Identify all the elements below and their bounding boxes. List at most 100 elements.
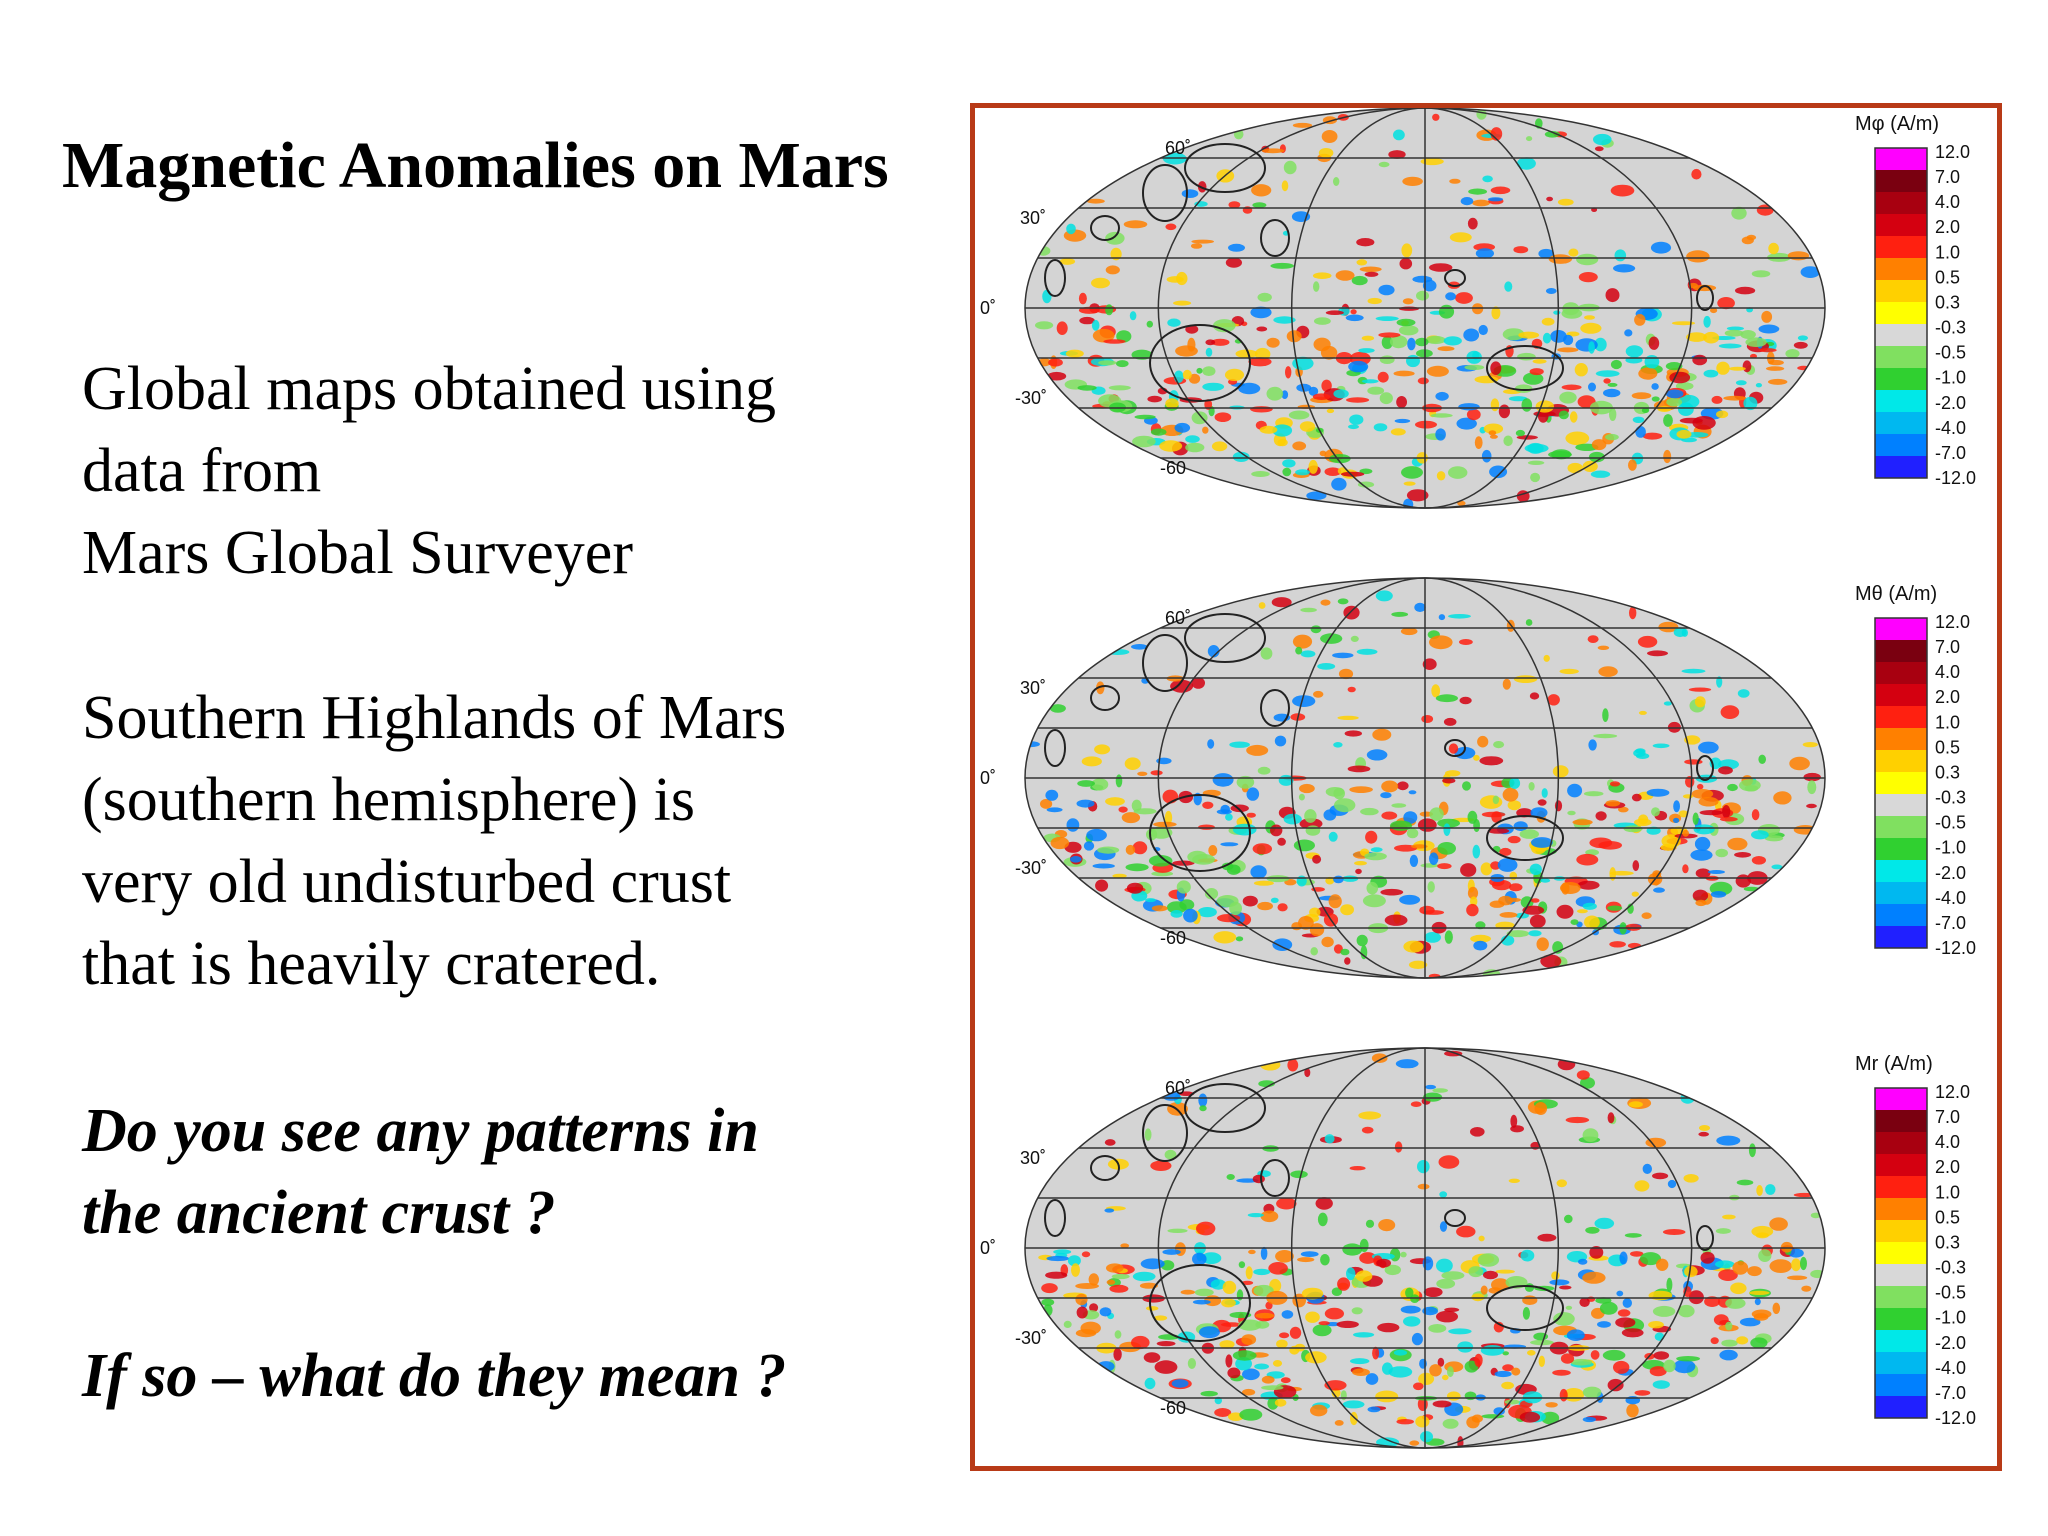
colorbar-tick-label: 2.0	[1935, 217, 1960, 237]
latitude-label: 30˚	[1020, 678, 1046, 698]
colorbar-swatch	[1875, 214, 1927, 237]
colorbar-swatch	[1875, 882, 1927, 905]
colorbar-tick-label: -2.0	[1935, 1333, 1966, 1353]
latitude-label: -30˚	[1015, 1328, 1047, 1348]
latitude-label: -30˚	[1015, 858, 1047, 878]
colorbar-tick-label: 4.0	[1935, 662, 1960, 682]
colorbar-tick-label: 1.0	[1935, 712, 1960, 732]
colorbar-tick-label: 4.0	[1935, 1132, 1960, 1152]
colorbar-swatch	[1875, 662, 1927, 685]
question-line: If so – what do they mean ?	[82, 1342, 787, 1410]
question-line: Do you see any patterns in	[82, 1097, 759, 1165]
colorbar-swatch	[1875, 860, 1927, 883]
colorbar-swatch	[1875, 1396, 1927, 1419]
intro-paragraph: Global maps obtained using data from Mar…	[82, 348, 776, 594]
highlands-line: Southern Highlands of Mars	[82, 684, 787, 752]
colorbar-tick-label: 1.0	[1935, 1182, 1960, 1202]
colorbar-tick-label: 7.0	[1935, 637, 1960, 657]
colorbar-tick-label: -1.0	[1935, 838, 1966, 858]
latitude-label: 0˚	[980, 298, 996, 318]
mars-map-3: 60˚ 30˚ 0˚ -30˚ -60 Mr (A/m)12.0 7.0 4.0 2.0 1.0 0…	[980, 1047, 1976, 1449]
colorbar-tick-label: 4.0	[1935, 192, 1960, 212]
map-graticule	[1024, 1047, 1826, 1449]
colorbar-swatch	[1875, 1264, 1927, 1287]
colorbar-swatch	[1875, 1286, 1927, 1309]
colorbar-swatch	[1875, 390, 1927, 413]
highlands-line: that is heavily cratered.	[82, 930, 661, 998]
colorbar-tick-label: 1.0	[1935, 242, 1960, 262]
colorbar-swatch	[1875, 816, 1927, 839]
colorbar-swatch	[1875, 170, 1927, 193]
colorbar-tick-label: -1.0	[1935, 368, 1966, 388]
colorbar-swatch	[1875, 456, 1927, 479]
intro-line: data from	[82, 437, 322, 505]
colorbar-swatch	[1875, 684, 1927, 707]
colorbar-tick-label: 0.5	[1935, 737, 1960, 757]
latitude-label: 60˚	[1165, 608, 1191, 628]
colorbar-swatch	[1875, 1308, 1927, 1331]
highlands-line: (southern hemisphere) is	[82, 766, 695, 834]
colorbar-swatch	[1875, 1088, 1927, 1111]
colorbar-swatch	[1875, 148, 1927, 171]
mars-maps-svg: 60˚ 30˚ 0˚ -30˚ -60 Mφ (A/m) 12.0 7.0 4.0 2.0 1.0 0…	[980, 108, 1976, 1449]
colorbar-tick-label: -7.0	[1935, 913, 1966, 933]
mars-map-1: 60˚ 30˚ 0˚ -30˚ -60 Mφ (A/m) 12.0 7.0 4.0 2.0 1.0 0…	[980, 108, 1976, 509]
patterns-question: Do you see any patterns in the ancient c…	[82, 1090, 759, 1254]
colorbar-swatch	[1875, 838, 1927, 861]
colorbar-swatch	[1875, 1242, 1927, 1265]
colorbar-title: Mφ (A/m)	[1855, 113, 1939, 135]
latitude-label: 60˚	[1165, 1078, 1191, 1098]
colorbar-swatch	[1875, 1132, 1927, 1155]
colorbar-swatch	[1875, 1330, 1927, 1353]
highlands-paragraph: Southern Highlands of Mars (southern hem…	[82, 677, 786, 1005]
colorbar-tick-label: -0.3	[1935, 1258, 1966, 1278]
colorbar-title: Mr (A/m)	[1855, 1053, 1933, 1075]
colorbar-swatch	[1875, 618, 1927, 641]
colorbar-frame	[1874, 617, 1928, 949]
colorbar-swatch	[1875, 1374, 1927, 1397]
anomaly-patches	[1025, 590, 1821, 978]
colorbar-swatch	[1875, 772, 1927, 795]
colorbar-tick-label: -0.5	[1935, 1283, 1966, 1303]
map-graticule	[1024, 577, 1826, 979]
colorbar-tick-label: -4.0	[1935, 1358, 1966, 1378]
colorbar-tick-label: -0.5	[1935, 343, 1966, 363]
latitude-label: -60	[1160, 928, 1186, 948]
colorbar-swatch	[1875, 1110, 1927, 1133]
colorbar-tick-label: 7.0	[1935, 167, 1960, 187]
latitude-label: -30˚	[1015, 388, 1047, 408]
colorbar-tick-label: -4.0	[1935, 418, 1966, 438]
colorbar-swatch	[1875, 706, 1927, 729]
highlands-line: very old undisturbed crust	[82, 848, 732, 916]
colorbar-swatch	[1875, 192, 1927, 215]
slide-title: Magnetic Anomalies on Mars	[62, 129, 889, 202]
latitude-label: 30˚	[1020, 208, 1046, 228]
meaning-question: If so – what do they mean ?	[82, 1335, 786, 1417]
colorbar-tick-label: -0.3	[1935, 318, 1966, 338]
colorbar-swatch	[1875, 1220, 1927, 1243]
colorbar-tick-label: 0.3	[1935, 762, 1960, 782]
question-line: the ancient crust ?	[82, 1179, 556, 1247]
colorbar-tick-label: -7.0	[1935, 443, 1966, 463]
intro-line: Mars Global Surveyer	[82, 519, 633, 587]
crater-outlines	[1044, 1083, 1714, 1342]
latitude-label: -60	[1160, 1398, 1186, 1418]
anomaly-patches	[1038, 1050, 1825, 1448]
colorbar-swatch	[1875, 236, 1927, 259]
colorbar-tick-label: -12.0	[1935, 468, 1976, 488]
colorbar-tick-label: 0.5	[1935, 267, 1960, 287]
colorbar-swatch	[1875, 280, 1927, 303]
colorbar-swatch	[1875, 346, 1927, 369]
latitude-label: 0˚	[980, 768, 996, 788]
colorbar-tick-label: 7.0	[1935, 1107, 1960, 1127]
latitude-label: 60˚	[1165, 138, 1191, 158]
crater-outlines	[1044, 143, 1714, 402]
colorbar-swatch	[1875, 368, 1927, 391]
colorbar-tick-label: 0.3	[1935, 1232, 1960, 1252]
colorbar-tick-label: -1.0	[1935, 1308, 1966, 1328]
colorbar-tick-label: -2.0	[1935, 863, 1966, 883]
colorbar-swatch	[1875, 728, 1927, 751]
colorbar-swatch	[1875, 302, 1927, 325]
colorbar-swatch	[1875, 640, 1927, 663]
colorbar-swatch	[1875, 434, 1927, 457]
